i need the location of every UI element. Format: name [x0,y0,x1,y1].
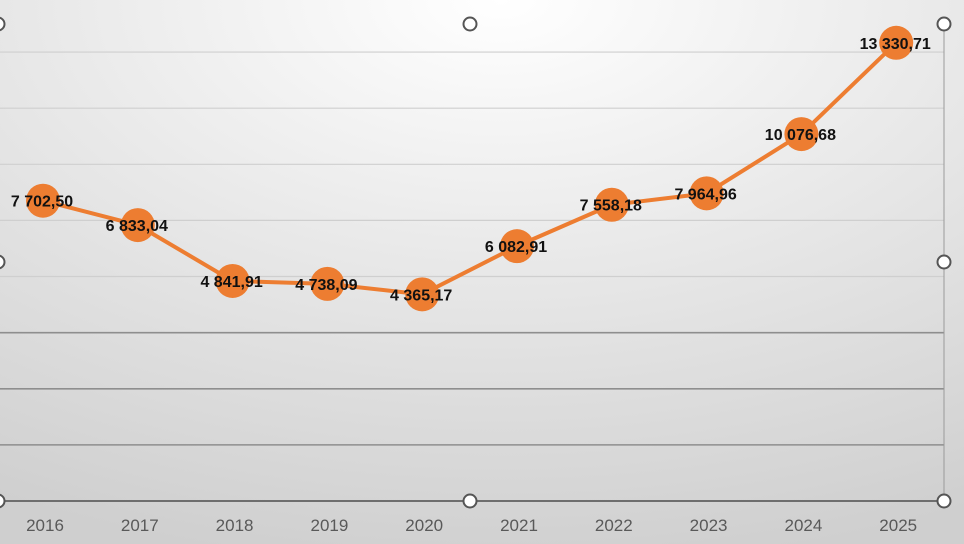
handle-middle-right[interactable] [936,254,952,270]
data-label: 10 076,68 [765,127,836,144]
x-tick-label: 2021 [500,516,538,535]
handle-middle-left[interactable] [0,254,6,270]
data-point-marker[interactable] [784,117,819,152]
handle-bottom-right[interactable] [936,493,952,509]
handle-bottom-left[interactable] [0,493,6,509]
data-label: 7 558,18 [580,198,642,215]
x-tick-label: 2023 [690,516,728,535]
selection-handles[interactable] [0,16,952,509]
handle-bottom-center[interactable] [462,493,478,509]
data-label: 6 833,04 [106,218,168,235]
x-tick-label: 2025 [879,516,917,535]
handle-top-center[interactable] [462,16,478,32]
handle-top-right[interactable] [936,16,952,32]
x-tick-label: 2018 [216,516,254,535]
x-tick-label: 2022 [595,516,633,535]
data-series[interactable]: 7 702,50 6 833,04 4 841,91 4 738,09 4 365,17… [11,25,931,312]
gridlines [0,51,944,502]
data-point-marker[interactable] [310,266,345,301]
data-label: 4 365,17 [390,287,452,304]
data-label: 13 330,71 [860,36,931,53]
x-tick-label: 2024 [784,516,822,535]
x-axis-tick-labels: 2016 2017 2018 2019 2020 2021 2022 2023 2024 2025 [26,516,917,535]
data-point-marker[interactable] [594,187,629,222]
data-point-marker[interactable] [500,229,534,264]
x-tick-label: 2017 [121,516,159,535]
series-line[interactable] [41,40,899,297]
x-tick-label: 2016 [26,516,64,535]
data-point-marker[interactable] [26,183,60,218]
data-label: 6 082,91 [485,239,547,256]
data-label: 7 702,50 [11,194,73,211]
data-point-marker[interactable] [215,263,250,298]
data-label: 4 738,09 [295,277,357,294]
x-tick-label: 2020 [405,516,443,535]
data-point-marker[interactable] [879,25,914,60]
data-point-marker[interactable] [120,208,155,243]
handle-top-left[interactable] [0,16,6,32]
data-point-marker[interactable] [405,277,440,312]
x-tick-label: 2019 [310,516,348,535]
data-label: 4 841,91 [200,274,262,291]
data-point-marker[interactable] [689,176,724,211]
data-label: 7 964,96 [674,186,736,203]
